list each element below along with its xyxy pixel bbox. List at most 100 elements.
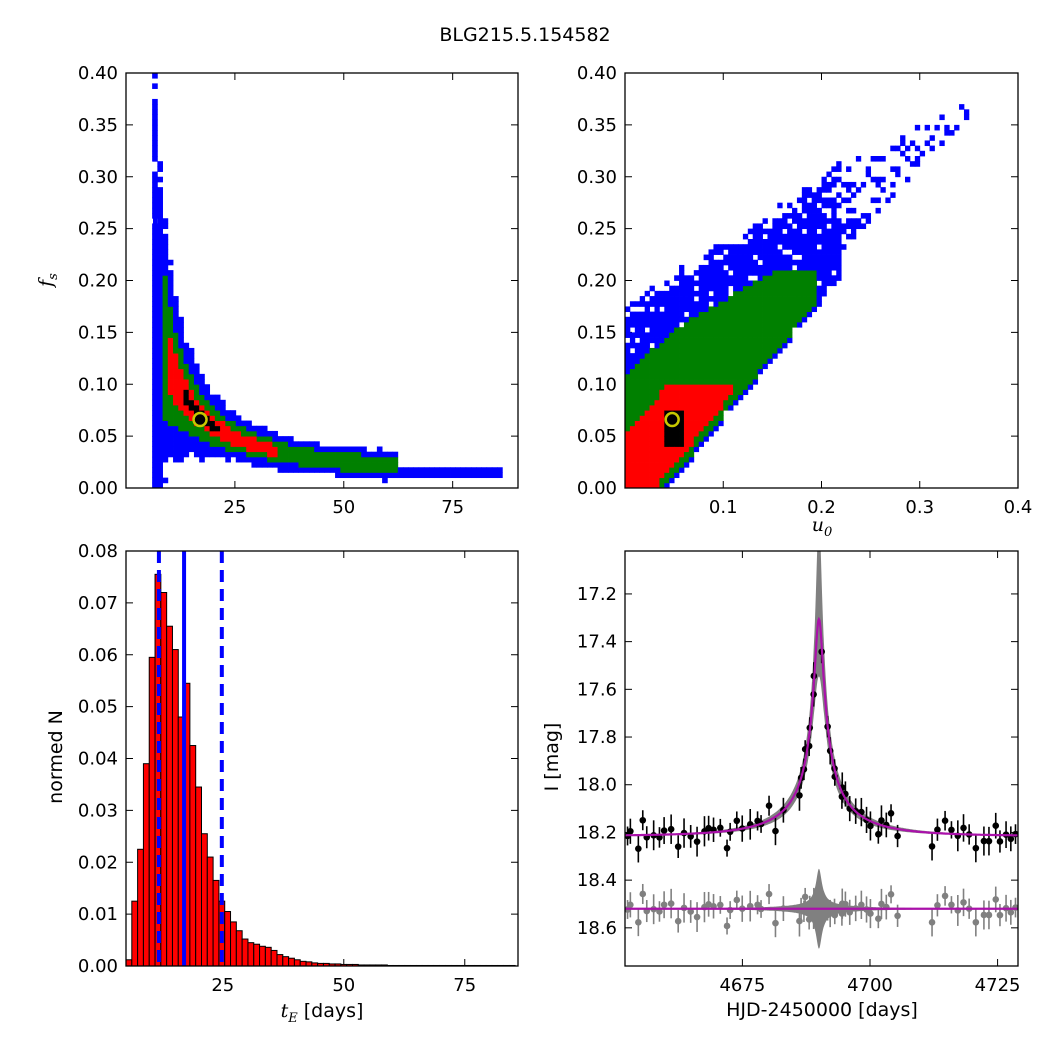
p1-cell <box>782 244 788 250</box>
p1-cell <box>816 259 822 266</box>
p1-cell <box>659 353 665 359</box>
p1-cell <box>806 244 813 250</box>
p1-cell <box>757 233 763 240</box>
p0-cell <box>167 296 174 302</box>
p1-cell <box>654 389 660 396</box>
p0-cell <box>162 322 169 328</box>
p1-cell <box>757 368 763 375</box>
p0-cell <box>235 441 242 447</box>
p1-cell <box>767 244 773 250</box>
p1-cell <box>679 368 685 375</box>
p1-cell <box>850 207 857 214</box>
p1-cell <box>855 156 862 162</box>
p1-cell <box>698 332 704 338</box>
p1-cell <box>909 140 916 147</box>
p1-cell <box>737 275 744 281</box>
p1-cell <box>723 384 729 390</box>
p1-cell <box>831 166 837 172</box>
p1-cell <box>639 477 646 484</box>
p1-cell <box>679 358 685 364</box>
p1-cell <box>728 316 734 323</box>
p1-cell <box>792 249 798 255</box>
p1-cell <box>639 451 646 458</box>
p1-cell <box>767 228 773 235</box>
p1-cell <box>811 239 817 245</box>
p1-cell <box>737 311 744 318</box>
p1-cell <box>796 249 803 255</box>
p0-cell <box>157 161 163 167</box>
p1-cell <box>649 327 655 333</box>
p1-cell <box>792 275 798 281</box>
p1-cell <box>659 446 665 453</box>
p1-cell <box>679 264 685 271</box>
p1-cell <box>669 363 675 370</box>
p1-cell <box>659 384 665 390</box>
p1-cell <box>708 249 714 255</box>
p1-cell <box>654 347 660 354</box>
p1-cell <box>713 337 719 344</box>
p0-cell <box>314 446 320 453</box>
p1-cell <box>629 436 636 442</box>
p0-cell <box>167 301 174 307</box>
p2-histogram-bar <box>259 945 266 966</box>
p1-cell <box>625 373 631 380</box>
p1-ytick-label: 0.30 <box>577 167 617 188</box>
p1-cell <box>792 213 798 219</box>
p1-cell <box>669 301 675 307</box>
p1-cell <box>826 202 832 209</box>
p1-cell <box>625 425 631 432</box>
p0-cell <box>178 415 184 421</box>
p1-cell <box>679 405 685 411</box>
p1-cell <box>723 306 729 313</box>
p1-cell <box>723 285 729 292</box>
p0-cell <box>345 462 352 468</box>
p1-cell <box>963 114 970 121</box>
p1-cell <box>669 462 675 468</box>
p1-cell <box>674 462 680 468</box>
p1-cell <box>718 399 724 406</box>
p1-cell <box>688 430 695 437</box>
p1-cell <box>713 358 719 364</box>
p0-cell <box>152 347 158 354</box>
p0-cell <box>157 322 163 328</box>
p1-cell <box>659 456 665 463</box>
p1-cell <box>693 280 700 287</box>
p1-cell <box>767 264 773 271</box>
p1-cell <box>683 301 690 307</box>
p1-cell <box>850 218 857 224</box>
p1-cell <box>806 301 813 307</box>
p1-cell <box>762 285 768 292</box>
p1-cell <box>625 306 631 313</box>
p0-cell <box>193 363 200 370</box>
p0-cell <box>152 337 158 344</box>
p1-cell <box>806 306 813 313</box>
p1-cell <box>796 311 803 318</box>
p1-cell <box>836 233 842 240</box>
p1-cell <box>683 363 690 370</box>
p1-cell <box>801 239 808 245</box>
p1-cell <box>737 290 744 297</box>
p1-cell <box>698 425 704 432</box>
p1-cell <box>737 368 744 375</box>
p1-cell <box>664 451 670 458</box>
p1-cell <box>747 337 754 344</box>
p0-cell <box>173 451 179 458</box>
p0-cell <box>152 353 158 359</box>
p1-cell <box>742 379 749 385</box>
p2-histogram-bar <box>212 879 220 966</box>
p1-cell <box>688 363 695 370</box>
p1-cell <box>777 285 783 292</box>
p1-cell <box>698 311 704 318</box>
p1-cell <box>703 436 709 442</box>
p1-cell <box>733 285 739 292</box>
p1-cell <box>639 456 646 463</box>
p0-cell <box>235 425 242 432</box>
p1-cell <box>708 430 714 437</box>
p1-cell <box>831 202 837 209</box>
p1-cell <box>752 296 759 302</box>
p1-cell <box>757 358 763 364</box>
p1-cell <box>629 462 636 468</box>
p1-cell <box>762 280 768 287</box>
p0-cell <box>429 467 435 473</box>
p1-cell <box>792 316 798 323</box>
